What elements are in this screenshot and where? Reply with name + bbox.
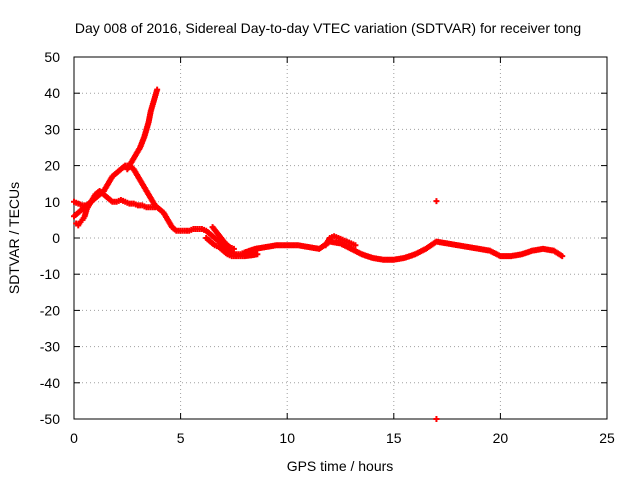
x-tick-label: 25	[599, 430, 615, 446]
ticks	[73, 56, 608, 420]
mid-bump-point	[352, 242, 359, 249]
upper-arc-point	[230, 245, 237, 252]
y-tick-label: -30	[40, 339, 60, 355]
outliers-point	[433, 416, 440, 422]
chart-title: Day 008 of 2016, Sidereal Day-to-day VTE…	[75, 20, 581, 36]
y-tick-label: 20	[44, 158, 60, 174]
x-tick-label: 10	[279, 430, 295, 446]
x-tick-label: 0	[70, 430, 78, 446]
lower-branch-point	[254, 251, 261, 258]
y-tick-label: 30	[44, 121, 60, 137]
y-tick-label: 50	[44, 49, 60, 65]
data-marks	[71, 86, 566, 422]
y-tick-label: 10	[44, 194, 60, 210]
main-track-point	[559, 253, 566, 260]
y-tick-label: -20	[40, 302, 60, 318]
x-tick-label: 15	[386, 430, 402, 446]
y-tick-label: 0	[52, 230, 60, 246]
grid	[74, 57, 607, 419]
y-axis-label: SDTVAR / TECUs	[6, 182, 22, 294]
early-cluster-point	[88, 198, 95, 205]
x-axis-label: GPS time / hours	[287, 458, 394, 474]
plateau-branch-point	[152, 204, 159, 211]
x-tick-labels: 0 5 10 15 20 25	[70, 430, 615, 446]
y-tick-label: 40	[44, 85, 60, 101]
x-tick-label: 20	[493, 430, 509, 446]
y-tick-label: -10	[40, 266, 60, 282]
y-tick-label: -50	[40, 411, 60, 427]
steep-rise-point	[154, 86, 161, 93]
outliers-point	[433, 198, 440, 205]
y-tick-labels: -50 -40 -30 -20 -10 0 10 20 30 40 50	[40, 49, 60, 427]
y-tick-label: -40	[40, 375, 60, 391]
x-tick-label: 5	[177, 430, 185, 446]
